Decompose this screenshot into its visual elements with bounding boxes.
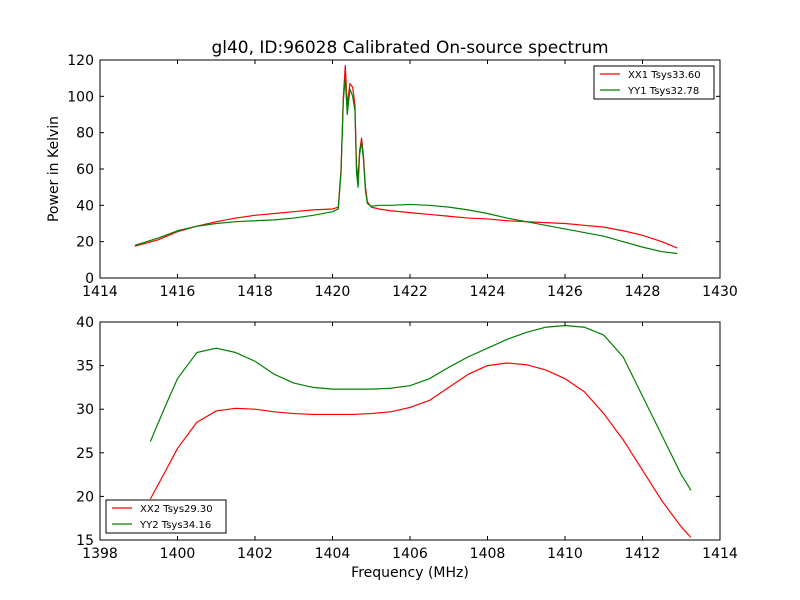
bottom-x-tick-label: 1404 [315, 546, 351, 562]
figure-title: gl40, ID:96028 Calibrated On-source spec… [211, 38, 608, 58]
bottom-y-tick-label: 15 [76, 533, 94, 549]
bottom-x-tick-label: 1406 [392, 546, 428, 562]
top-legend-label-yy1: YY1 Tsys32.78 [627, 86, 699, 97]
top-plot-lines [134, 64, 678, 255]
top-x-tick-label: 1418 [237, 284, 273, 300]
top-y-tick-label: 60 [76, 162, 94, 178]
top-plot-ticks: 1414 1416 1418 1420 1422 1424 1426 1428 1430 0 20 4… [67, 53, 738, 300]
bottom-plot-lines [149, 324, 692, 538]
top-y-tick-label: 20 [76, 235, 94, 251]
bottom-y-tick-label: 30 [76, 402, 94, 418]
top-y-tick-label: 0 [85, 271, 94, 287]
bottom-series-line-xx2 [149, 362, 692, 538]
bottom-x-tick-label: 1410 [547, 546, 583, 562]
y-axis-label: Power in Kelvin [46, 116, 62, 222]
bottom-y-tick-label: 40 [76, 315, 94, 331]
top-series-line-yy1 [134, 77, 678, 255]
top-spectrum-plot: 1414 1416 1418 1420 1422 1424 1426 1428 1430 0 20 4… [67, 53, 738, 300]
top-x-tick-label: 1420 [315, 284, 351, 300]
top-legend: XX1 Tsys33.60 YY1 Tsys32.78 [593, 65, 715, 100]
bottom-x-tick-label: 1414 [702, 546, 738, 562]
bottom-legend-box [105, 499, 227, 534]
top-legend-box [593, 65, 715, 100]
top-x-tick-label: 1424 [470, 284, 506, 300]
bottom-y-tick-label: 35 [76, 359, 94, 375]
top-x-tick-label: 1428 [625, 284, 661, 300]
bottom-legend-label-yy2: YY2 Tsys34.16 [139, 520, 211, 531]
top-y-tick-label: 100 [67, 89, 94, 105]
bottom-x-tick-label: 1402 [237, 546, 273, 562]
top-x-tick-label: 1414 [82, 284, 118, 300]
top-y-tick-label: 80 [76, 126, 94, 142]
bottom-x-tick-label: 1400 [160, 546, 196, 562]
top-x-tick-label: 1416 [160, 284, 196, 300]
bottom-x-tick-label: 1412 [625, 546, 661, 562]
bottom-x-tick-label: 1398 [82, 546, 118, 562]
bottom-plot-ticks: 1398 1400 1402 1404 1406 1408 1410 1412 1414 15 20… [76, 315, 738, 562]
top-x-tick-label: 1430 [702, 284, 738, 300]
top-legend-label-xx1: XX1 Tsys33.60 [628, 70, 701, 81]
bottom-x-tick-label: 1408 [470, 546, 506, 562]
bottom-legend: XX2 Tsys29.30 YY2 Tsys34.16 [105, 499, 227, 534]
bottom-spectrum-plot: 1398 1400 1402 1404 1406 1408 1410 1412 1414 15 20… [76, 315, 738, 562]
bottom-series-line-yy2 [149, 324, 692, 491]
top-x-tick-label: 1422 [392, 284, 428, 300]
bottom-legend-label-xx2: XX2 Tsys29.30 [140, 504, 213, 515]
top-y-tick-label: 120 [67, 53, 94, 69]
top-x-tick-label: 1426 [547, 284, 583, 300]
bottom-y-tick-label: 25 [76, 446, 94, 462]
bottom-y-tick-label: 20 [76, 489, 94, 505]
top-y-tick-label: 40 [76, 198, 94, 214]
x-axis-label: Frequency (MHz) [351, 565, 469, 581]
